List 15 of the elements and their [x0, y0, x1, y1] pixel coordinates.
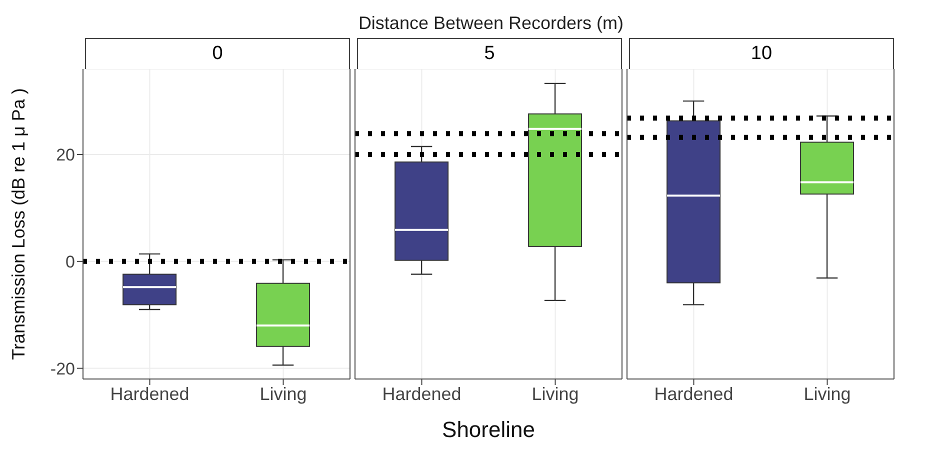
- x-tick-label: Hardened: [654, 384, 734, 404]
- x-tick-label: Hardened: [382, 384, 462, 404]
- text: Distance Between Recorders (m): [358, 12, 624, 35]
- chart-title: 0: [85, 38, 350, 69]
- x-tick-label: Living: [532, 384, 579, 404]
- x-tick-label: Hardened: [110, 384, 190, 404]
- y-axis-title: Transmission Loss (dB re 1 μ Pa ): [8, 88, 28, 360]
- chart-title: 5: [357, 38, 622, 69]
- y-tick-label: 0: [66, 252, 75, 272]
- y-tick-label: -20: [50, 359, 75, 378]
- chart-title: 10: [629, 38, 894, 69]
- x-tick-label: Living: [260, 384, 307, 404]
- x-axis-title: Shoreline: [442, 417, 535, 442]
- x-tick-label: Living: [804, 384, 851, 404]
- y-tick-label: 20: [56, 146, 75, 165]
